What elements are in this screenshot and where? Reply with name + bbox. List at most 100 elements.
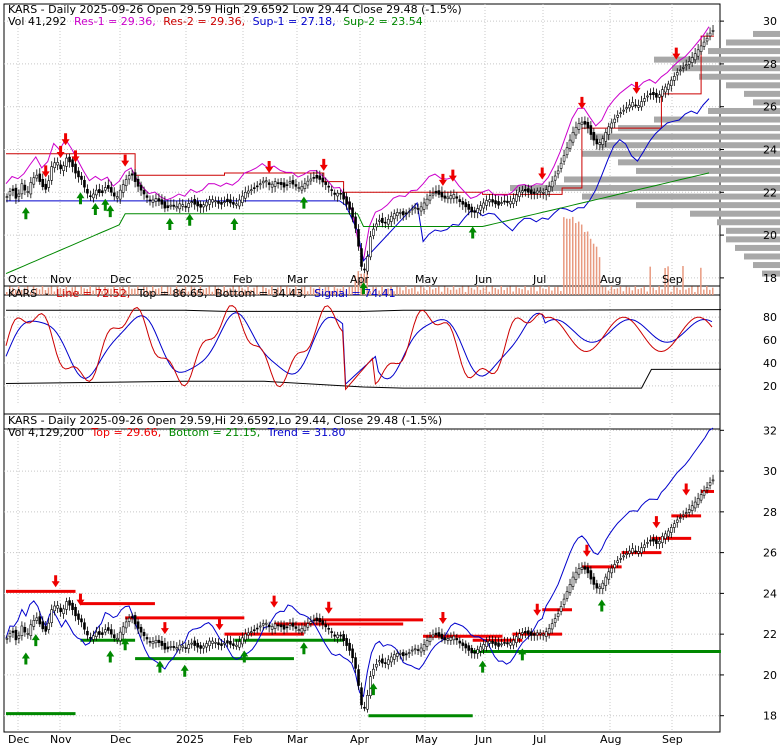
volume-bar [229, 287, 231, 295]
candle-body [580, 566, 584, 570]
candle-body [306, 180, 310, 186]
y-tick-label: 30 [763, 465, 777, 478]
candle-body [529, 189, 533, 194]
oscillator-panel-grid [4, 300, 720, 403]
candle-body [434, 190, 438, 194]
candle-body [491, 640, 494, 644]
candle-body [375, 223, 378, 228]
candle-body [559, 162, 563, 169]
candle-body [181, 204, 185, 207]
volume-bar [232, 286, 234, 295]
candle-body [327, 185, 331, 188]
volume-profile-bar [726, 236, 780, 243]
sell-arrow [632, 81, 641, 94]
volume-bar [187, 291, 190, 295]
volume-bar [452, 286, 455, 295]
candle-body [416, 649, 420, 651]
candle-body [279, 182, 283, 185]
candle-body [389, 215, 393, 222]
candle-body [628, 104, 631, 109]
candle-body [133, 615, 137, 625]
volume-bar [521, 289, 523, 295]
candle-body [449, 637, 453, 641]
candle-body [20, 625, 24, 636]
candle-body [294, 184, 298, 187]
candle-body [556, 170, 560, 175]
candle-body [431, 192, 435, 196]
candle-body [425, 640, 429, 647]
candle-body [14, 629, 18, 641]
osc-bottom: Bottom = 34.43, [215, 287, 307, 300]
volume-bar [342, 286, 345, 295]
x-tick-label: Sep [662, 273, 683, 286]
volume-bar [542, 288, 544, 295]
y-tick-label: 32 [763, 424, 777, 437]
volume-bar [95, 287, 97, 295]
sell-arrow [672, 47, 681, 60]
volume-bar [80, 286, 82, 295]
candle-body [154, 198, 158, 202]
candle-body [473, 210, 476, 213]
volume-profile-bar [672, 65, 780, 72]
volume-bar [700, 267, 702, 295]
candle-body [309, 621, 313, 624]
volume-bar [420, 286, 422, 295]
volume-bar [92, 290, 94, 295]
volume-bar [622, 291, 625, 295]
candle-body [232, 643, 235, 646]
candle-body [375, 664, 378, 668]
candle-body [160, 640, 164, 646]
volume-bar [300, 287, 303, 295]
volume-bar [98, 286, 100, 295]
volume-bar [694, 291, 696, 295]
buy-arrow [101, 198, 110, 211]
volume-bar [137, 286, 139, 295]
x-tick-label: Dec [110, 733, 131, 745]
volume-profile-bar [753, 262, 780, 269]
buy-arrow [518, 648, 527, 661]
volume-bar [306, 291, 309, 295]
candle-body [363, 706, 366, 709]
volume-bar [488, 291, 491, 295]
candle-body [387, 218, 390, 225]
volume-bar [679, 289, 681, 295]
candle-body [95, 189, 98, 196]
volume-bar [423, 287, 425, 295]
candle-body [211, 640, 214, 644]
volume-bar [256, 286, 258, 295]
volume-bar [244, 289, 246, 295]
volume-profile-bar [690, 210, 780, 217]
candle-body [232, 202, 235, 205]
oscillator-legend: KARS - Line = 72.52, Top = 86.65, Bottom… [8, 287, 396, 300]
candle-body [601, 582, 605, 589]
sell-arrow [61, 133, 70, 146]
volume-bar [131, 288, 133, 295]
candle-body [282, 182, 286, 188]
candle-body [428, 195, 432, 201]
volume-bar [274, 290, 276, 295]
x-tick-label: Feb [233, 273, 252, 286]
candle-body [607, 126, 611, 135]
candle-body [74, 606, 77, 617]
candle-body [157, 639, 161, 644]
sell-arrow [56, 146, 65, 159]
candle-body [255, 627, 259, 630]
candle-body [98, 631, 101, 635]
candle-body [401, 652, 405, 657]
buy-arrow [185, 213, 194, 226]
candle-body [616, 560, 619, 564]
candle-body [276, 182, 280, 184]
candle-body [238, 199, 241, 207]
candle-body [324, 181, 328, 185]
candle-body [104, 187, 107, 191]
candle-body [482, 202, 485, 209]
candle-body [565, 591, 569, 599]
candle-body [702, 41, 706, 47]
x-tick-label: Mar [287, 733, 308, 745]
volume-bar [14, 289, 17, 295]
volume-profile-bar [618, 125, 780, 132]
candle-body [318, 175, 322, 180]
candle-body [151, 199, 155, 203]
oscillator-y-ticks: 20 40 60 80 [763, 311, 777, 393]
volume-bar [32, 286, 35, 295]
